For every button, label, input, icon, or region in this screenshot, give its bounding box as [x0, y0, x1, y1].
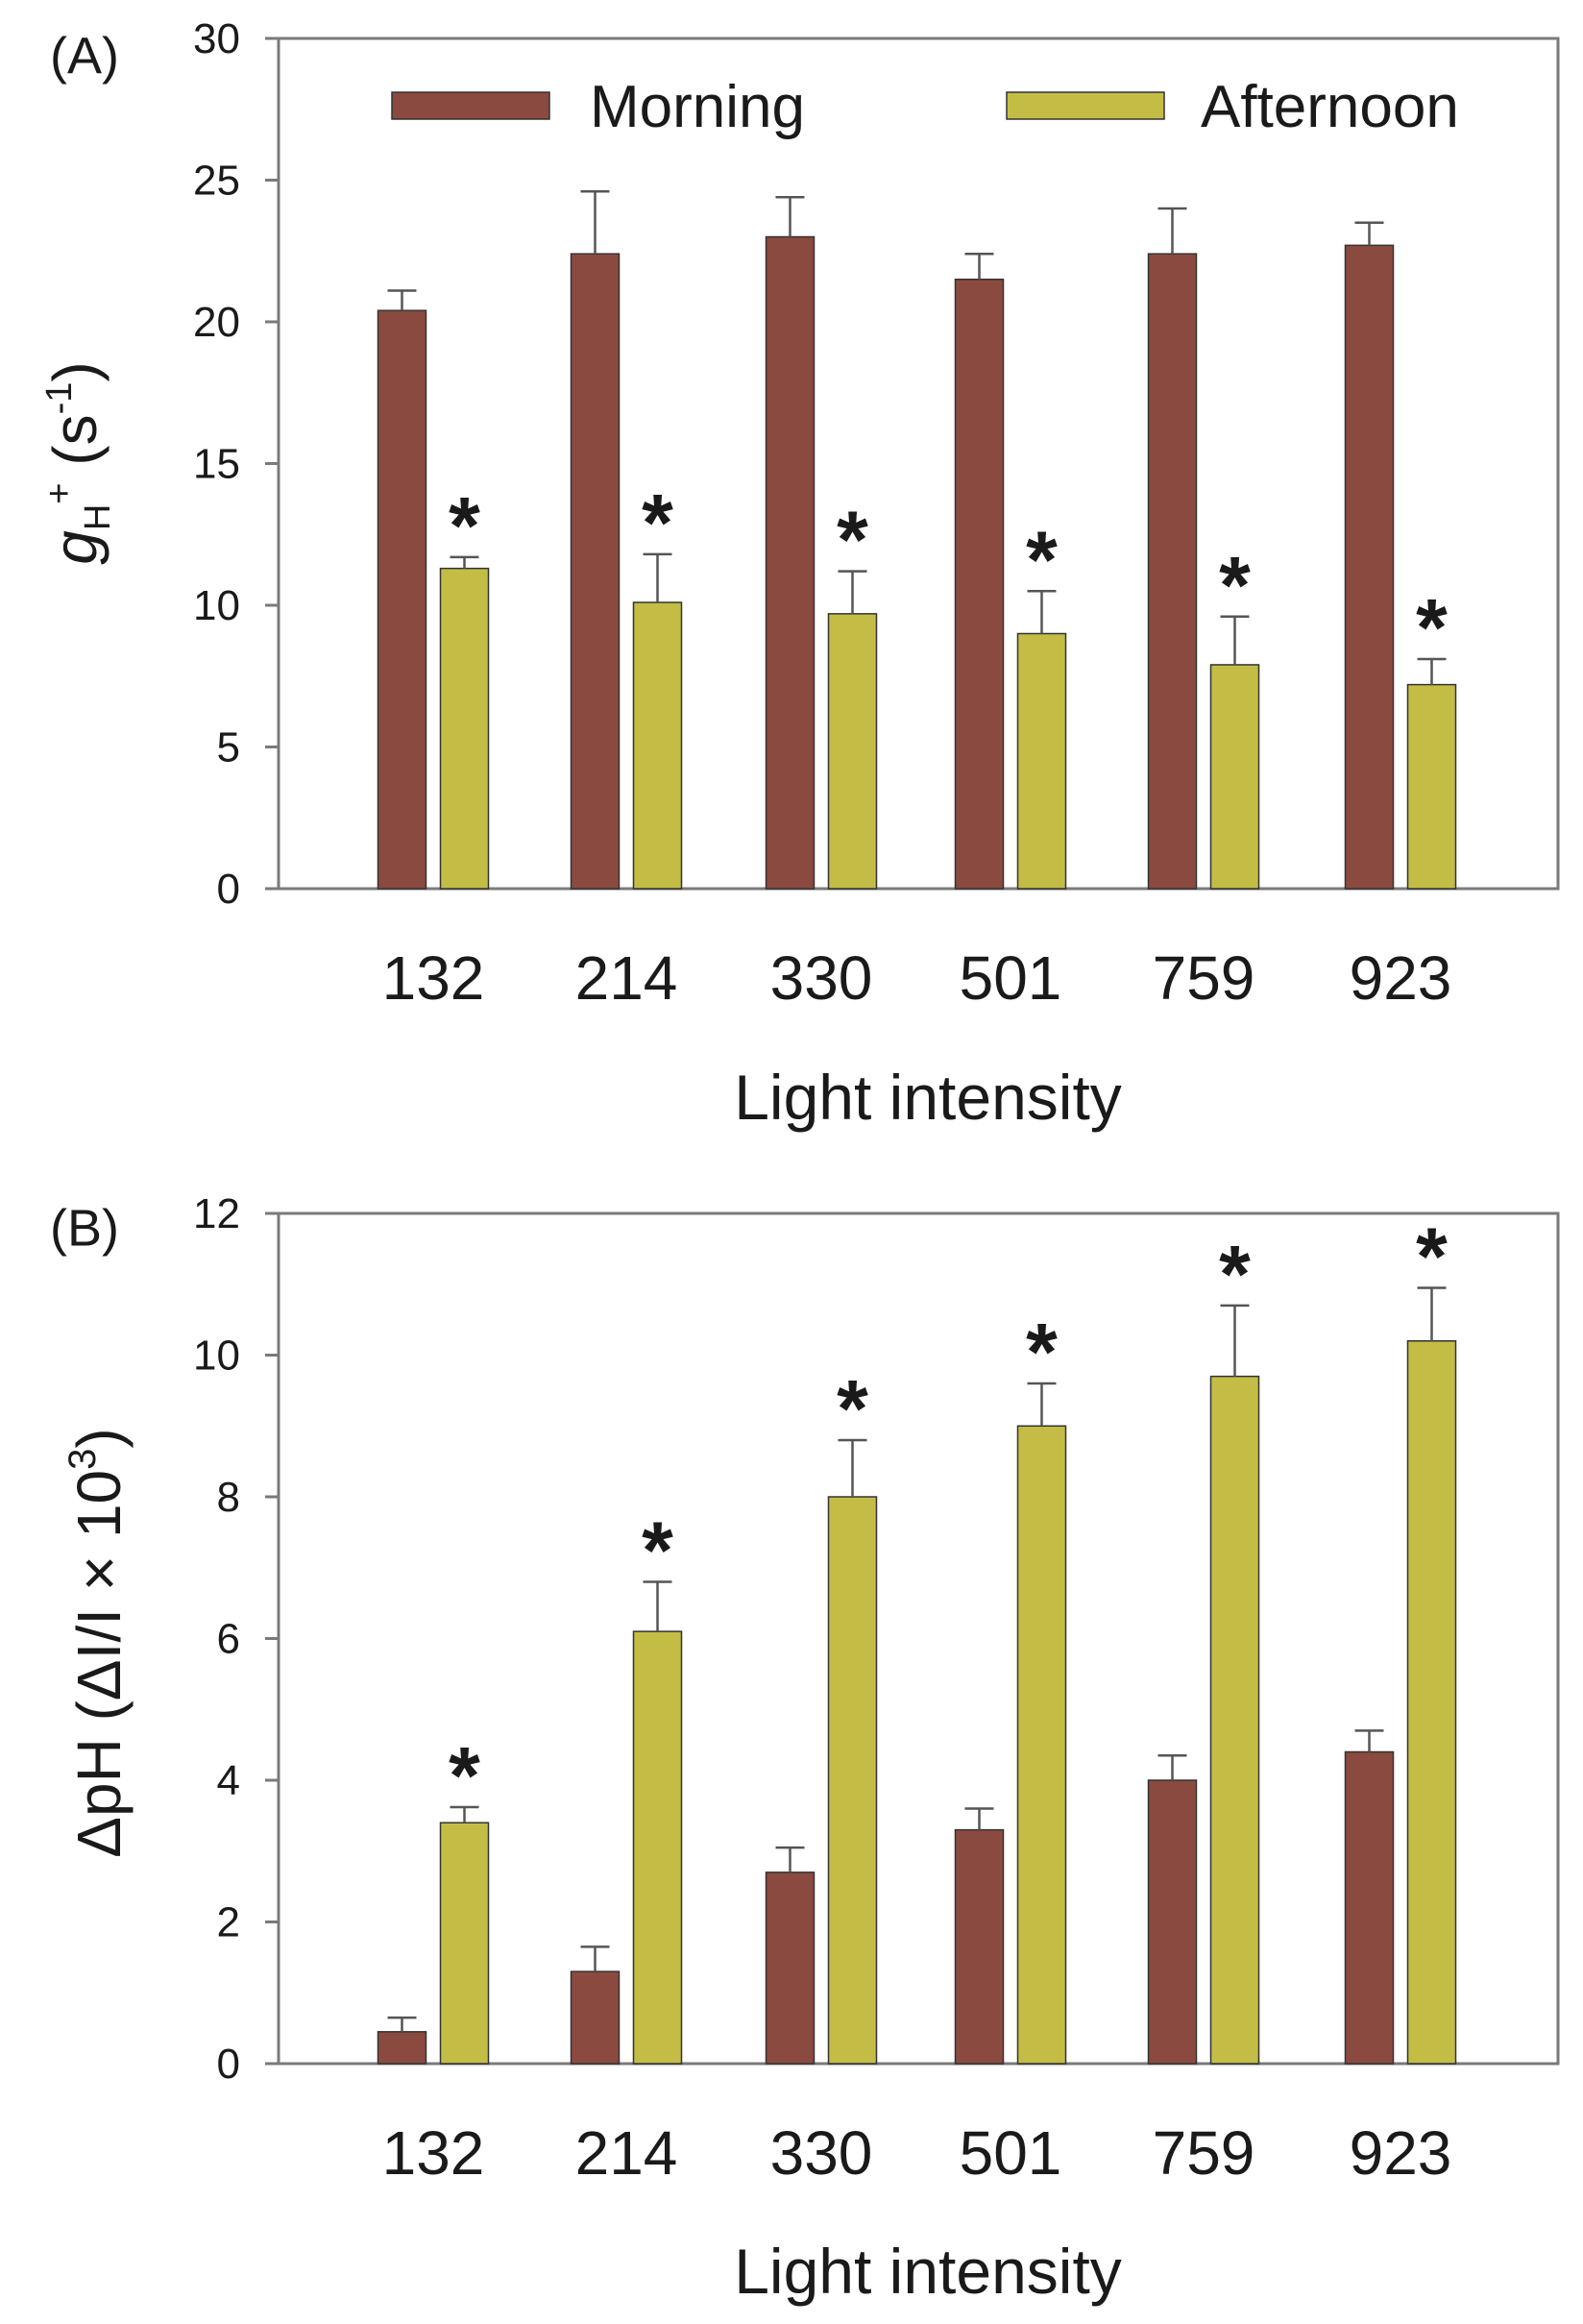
- y-tick-label: 25: [193, 158, 240, 205]
- bar-afternoon-759: [1209, 664, 1260, 890]
- x-tick-label: 759: [1153, 943, 1255, 1013]
- bar-morning-132: [377, 309, 427, 890]
- bar-morning-923: [1344, 1750, 1395, 2065]
- y-tick-label: 0: [217, 866, 240, 913]
- panel-label: (B): [50, 1199, 119, 1257]
- significance-marker: *: [449, 480, 480, 571]
- significance-marker: *: [642, 477, 673, 568]
- legend-label-afternoon: Afternoon: [1201, 74, 1459, 140]
- bar-afternoon-501: [1016, 1425, 1067, 2065]
- y-tick-label: 8: [217, 1474, 240, 1521]
- bar-morning-759: [1147, 1779, 1198, 2065]
- bar-morning-501: [954, 1828, 1005, 2065]
- legend-label-morning: Morning: [590, 74, 805, 140]
- bar-morning-923: [1344, 244, 1395, 890]
- x-axis-title: Light intensity: [734, 1062, 1122, 1133]
- y-tick-label: 4: [217, 1757, 240, 1804]
- y-tick-label: 10: [193, 1333, 240, 1380]
- significance-marker: *: [1026, 514, 1058, 604]
- bar-afternoon-330: [827, 613, 878, 890]
- bar-morning-330: [765, 235, 816, 890]
- x-tick-label: 132: [382, 943, 485, 1013]
- legend-swatch-afternoon: [1006, 91, 1165, 120]
- significance-marker: *: [1219, 540, 1251, 630]
- x-tick-label: 759: [1153, 2118, 1255, 2188]
- significance-marker: *: [1026, 1307, 1058, 1397]
- bar-afternoon-132: [439, 567, 490, 890]
- y-axis-title: gH+ (s-1): [39, 361, 118, 564]
- y-tick-label: 5: [217, 724, 240, 771]
- bar-afternoon-214: [632, 1630, 683, 2065]
- significance-marker: *: [642, 1505, 673, 1596]
- bar-afternoon-923: [1406, 683, 1457, 890]
- y-tick-label: 10: [193, 582, 240, 629]
- significance-marker: *: [449, 1730, 480, 1821]
- significance-marker: *: [1219, 1229, 1251, 1319]
- bar-afternoon-923: [1406, 1340, 1457, 2065]
- x-tick-label: 330: [770, 943, 873, 1013]
- significance-marker: *: [837, 1363, 868, 1454]
- x-tick-label: 330: [770, 2118, 873, 2188]
- x-tick-label: 923: [1350, 943, 1452, 1013]
- x-tick-label: 501: [960, 2118, 1062, 2188]
- x-tick-label: 501: [960, 943, 1062, 1013]
- bar-morning-501: [954, 279, 1005, 890]
- x-tick-label: 214: [575, 2118, 678, 2188]
- y-tick-label: 2: [217, 1899, 240, 1946]
- significance-marker: *: [1416, 582, 1448, 673]
- legend-swatch-morning: [391, 91, 550, 120]
- bar-morning-214: [570, 1970, 621, 2065]
- bar-morning-214: [570, 253, 621, 890]
- y-tick-label: 15: [193, 441, 240, 488]
- x-tick-label: 214: [575, 943, 678, 1013]
- legend: Morning Afternoon: [391, 74, 1459, 140]
- bar-afternoon-330: [827, 1496, 878, 2065]
- panel-label: (A): [50, 27, 119, 85]
- bar-morning-132: [377, 2031, 427, 2065]
- bar-afternoon-759: [1209, 1375, 1260, 2065]
- y-tick-label: 20: [193, 299, 240, 346]
- y-axis-title: ΔpH (ΔI/I × 103): [61, 1428, 134, 1857]
- bar-afternoon-501: [1016, 632, 1067, 890]
- chart-panel-b: 0 2 4 6 8 10 12 132 214 330 501 759 923 Light intensi…: [50, 1190, 1560, 2307]
- x-axis-title: Light intensity: [734, 2236, 1122, 2307]
- bar-morning-330: [765, 1871, 816, 2065]
- x-tick-label: 923: [1350, 2118, 1452, 2188]
- significance-marker: *: [1416, 1211, 1448, 1301]
- y-tick-label: 30: [193, 15, 240, 62]
- chart-panel-a: 0 5 10 15 20 25 30 132 214 330 501 759 923 Light inte…: [39, 15, 1560, 1133]
- significance-marker: *: [837, 495, 868, 585]
- bar-afternoon-214: [632, 601, 683, 890]
- bar-afternoon-132: [439, 1822, 490, 2065]
- bar-morning-759: [1147, 253, 1198, 890]
- y-tick-label: 0: [217, 2041, 240, 2088]
- x-tick-label: 132: [382, 2118, 485, 2188]
- y-tick-label: 6: [217, 1616, 240, 1663]
- y-tick-label: 12: [193, 1190, 240, 1237]
